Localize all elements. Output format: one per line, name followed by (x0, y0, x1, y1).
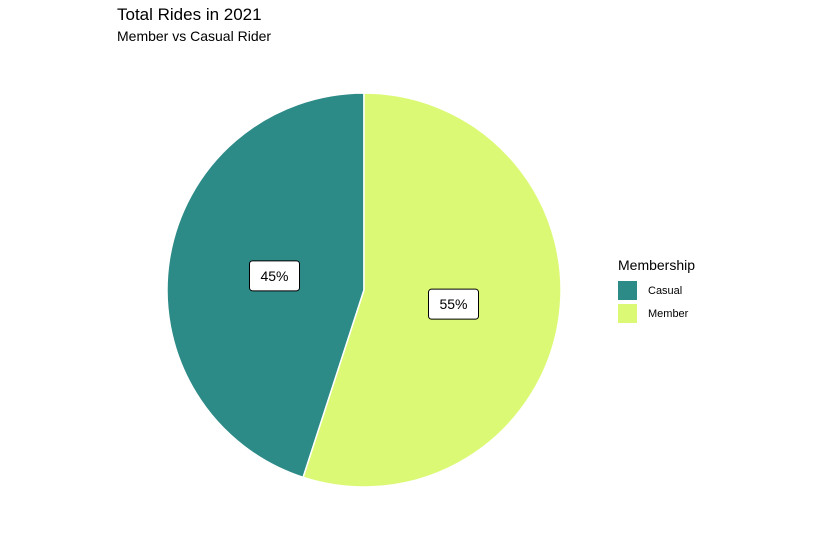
chart-title: Total Rides in 2021 (117, 5, 262, 24)
chart-subtitle: Member vs Casual Rider (117, 28, 272, 44)
data-label-text-member: 55% (439, 296, 467, 312)
legend-title: Membership (618, 257, 696, 273)
pie-slices (166, 92, 562, 488)
data-label-casual: 45% (248, 260, 300, 292)
data-label-box-member (428, 288, 480, 320)
legend-swatch-casual (618, 281, 637, 300)
legend-item-member: Member (618, 302, 695, 325)
data-label-box-casual (248, 260, 300, 292)
legend-item-casual: Casual (618, 279, 695, 302)
legend-swatch-member (618, 304, 637, 323)
legend-label-casual: Casual (648, 284, 683, 297)
data-label-text-casual: 45% (260, 268, 288, 284)
pie-data-labels: 45% 55% (248, 260, 480, 320)
legend-label-member: Member (648, 307, 689, 320)
data-label-member: 55% (428, 288, 480, 320)
legend: Membership Casual Member (618, 256, 695, 325)
